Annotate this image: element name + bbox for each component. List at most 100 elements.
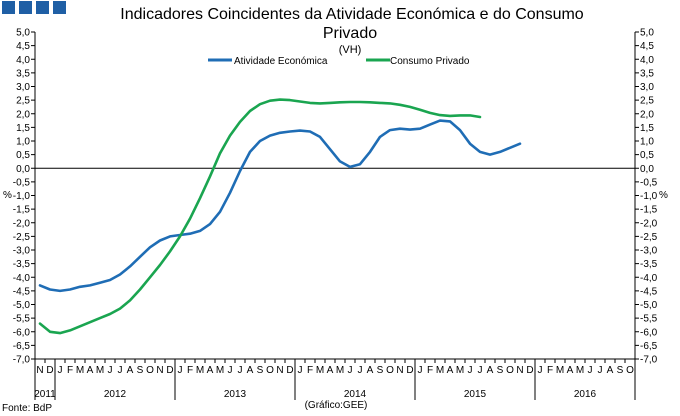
x-month-label: M [436, 365, 444, 376]
graph-credit: (Gráfico:GEE) [305, 400, 368, 411]
legend: Atividade Económica Consumo Privado [208, 56, 470, 67]
y-tick-label-left: 2,0 [16, 109, 30, 120]
y-tick-label-left: 3,0 [16, 82, 30, 93]
x-month-label: J [228, 365, 233, 376]
x-month-label: A [327, 365, 334, 376]
x-month-label: J [178, 365, 183, 376]
y-tick-label-right: -1,0 [640, 191, 658, 202]
brand-square-3 [36, 1, 49, 14]
y-tick-label-right: -5,5 [640, 314, 658, 325]
y-tick-label-right: 2,5 [640, 96, 654, 107]
series-lines [38, 98, 522, 335]
x-month-label: N [396, 365, 403, 376]
x-month-label: N [516, 365, 523, 376]
x-month-label: M [76, 365, 84, 376]
y-tick-label-right: 3,0 [640, 82, 654, 93]
x-month-label: J [538, 365, 543, 376]
x-month-label: J [348, 365, 353, 376]
x-month-label: D [526, 365, 533, 376]
y-tick-label-left: 2,5 [16, 96, 30, 107]
x-month-label: J [598, 365, 603, 376]
y-tick-label-right: 3,5 [640, 68, 654, 79]
legend-label-atividade: Atividade Económica [234, 56, 328, 67]
x-month-label: M [556, 365, 564, 376]
y-tick-label-right: -1,5 [640, 205, 658, 216]
y-tick-label-left: -4,5 [13, 286, 31, 297]
y-tick-label-right: -3,0 [640, 246, 658, 257]
y-tick-label-right: 5,0 [640, 28, 654, 39]
x-month-label: S [497, 365, 504, 376]
x-month-label: J [468, 365, 473, 376]
x-month-label: J [298, 365, 303, 376]
series-line-consumo [38, 98, 482, 335]
y-tick-label-left: 1,5 [16, 123, 30, 134]
y-tick-label-left: 5,0 [16, 28, 30, 39]
y-tick-label-right: 2,0 [640, 109, 654, 120]
x-month-label: M [576, 365, 584, 376]
brand-square-2 [19, 1, 32, 14]
y-tick-label-left: -2,0 [13, 218, 31, 229]
x-month-label: F [187, 365, 193, 376]
x-month-label: A [567, 365, 574, 376]
x-month-label: O [386, 365, 394, 376]
y-tick-label-right: -4,5 [640, 286, 658, 297]
x-month-label: S [257, 365, 264, 376]
x-month-label: O [266, 365, 274, 376]
y-tick-label-right: -4,0 [640, 273, 658, 284]
x-month-label: D [286, 365, 293, 376]
legend-label-consumo: Consumo Privado [390, 56, 470, 67]
y-tick-label-right: 1,0 [640, 137, 654, 148]
y-tick-label-right: 4,0 [640, 55, 654, 66]
y-axis-label-right: % [659, 190, 668, 201]
y-tick-label-right: -6,0 [640, 327, 658, 338]
y-tick-label-right: -5,0 [640, 300, 658, 311]
x-month-label: S [137, 365, 144, 376]
y-tick-label-right: -6,5 [640, 341, 658, 352]
x-month-label: J [118, 365, 123, 376]
y-tick-label-left: -3,5 [13, 259, 31, 270]
x-month-label: J [478, 365, 483, 376]
chart-title-line2: Privado [323, 25, 377, 42]
x-month-label: F [547, 365, 553, 376]
y-tick-label-left: -3,0 [13, 246, 31, 257]
x-year-label: 2014 [344, 389, 367, 400]
y-tick-label-right: -2,5 [640, 232, 658, 243]
x-month-label: O [146, 365, 154, 376]
x-month-label: S [617, 365, 624, 376]
y-tick-label-left: -1,0 [13, 191, 31, 202]
x-month-label: N [276, 365, 283, 376]
brand-square-1 [2, 1, 15, 14]
x-month-label: F [307, 365, 313, 376]
x-month-label: J [358, 365, 363, 376]
x-month-label: S [377, 365, 384, 376]
y-tick-label-left: 4,5 [16, 41, 30, 52]
x-month-label: M [196, 365, 204, 376]
y-tick-label-left: -4,0 [13, 273, 31, 284]
brand-square-4 [53, 1, 66, 14]
x-month-label: M [216, 365, 224, 376]
y-tick-label-right: -0,5 [640, 177, 658, 188]
y-tick-label-left: -6,0 [13, 327, 31, 338]
chart-subtitle: (VH) [339, 44, 362, 56]
x-month-label: M [96, 365, 104, 376]
x-month-label: J [238, 365, 243, 376]
x-month-label: N [156, 365, 163, 376]
chart-title-line1: Indicadores Coincidentes da Atividade Ec… [120, 6, 583, 23]
y-tick-label-left: -2,5 [13, 232, 31, 243]
x-month-label: A [207, 365, 214, 376]
x-month-label: A [487, 365, 494, 376]
source-note: Fonte: BdP [2, 403, 52, 414]
x-month-label: D [166, 365, 173, 376]
y-tick-label-left: -5,0 [13, 300, 31, 311]
x-month-label: N [36, 365, 43, 376]
x-month-label: A [367, 365, 374, 376]
y-tick-label-left: 1,0 [16, 137, 30, 148]
y-tick-label-left: 0,5 [16, 150, 30, 161]
x-month-label: M [336, 365, 344, 376]
x-month-label: D [46, 365, 53, 376]
y-tick-label-right: 0,0 [640, 164, 654, 175]
y-tick-label-left: -6,5 [13, 341, 31, 352]
x-month-label: F [67, 365, 73, 376]
